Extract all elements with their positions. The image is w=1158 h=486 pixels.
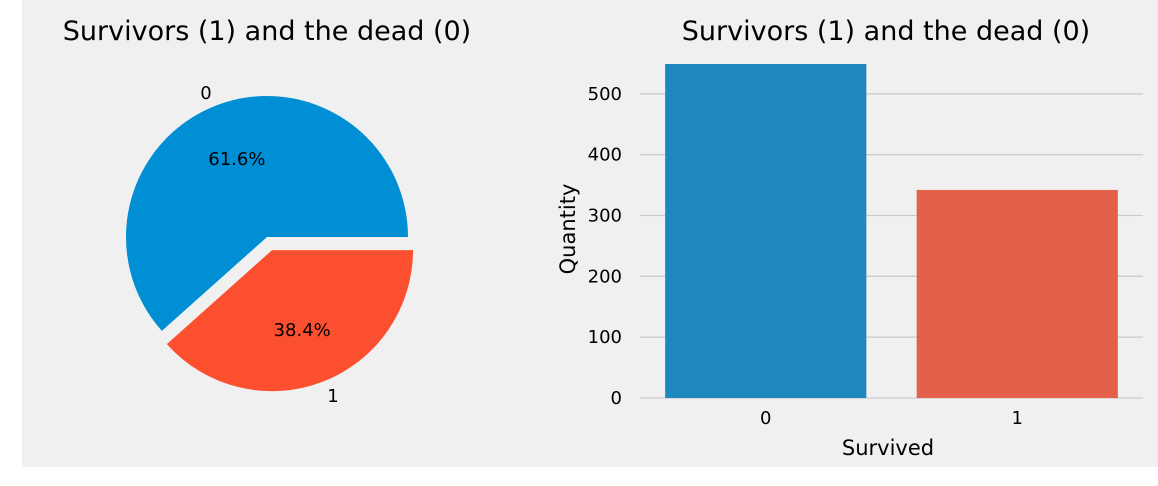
pie-percent-label: 38.4% — [274, 320, 331, 341]
pie-labels: 61.6% 0 38.4% 1 — [200, 83, 338, 407]
pie-chart: Survivors (1) and the dead (0) 61.6% 0 38.… — [63, 16, 471, 407]
bars — [665, 64, 1118, 398]
bar-title: Survivors (1) and the dead (0) — [682, 16, 1090, 47]
pie-category-label: 0 — [200, 83, 211, 104]
pie-slice-1 — [166, 250, 414, 392]
y-tick-label: 200 — [588, 266, 622, 287]
y-axis-label: Quantity — [556, 184, 580, 275]
y-tick-label: 100 — [588, 327, 622, 348]
x-tick-label: 0 — [760, 408, 771, 429]
y-tick-labels: 0 100 200 300 400 500 — [588, 84, 622, 409]
pie-slice-0 — [125, 95, 408, 331]
pie-percent-label: 61.6% — [208, 149, 265, 170]
y-tick-label: 0 — [611, 388, 622, 409]
bar-chart: Survivors (1) and the dead (0) 010020030… — [556, 16, 1143, 460]
pie-category-label: 1 — [327, 386, 338, 407]
bar-1 — [916, 189, 1118, 398]
bar-0 — [665, 64, 867, 398]
y-tick-label: 300 — [588, 205, 622, 226]
x-tick-label: 1 — [1012, 408, 1023, 429]
pie-title: Survivors (1) and the dead (0) — [63, 16, 471, 47]
y-tick-label: 400 — [588, 145, 622, 166]
pie-slices — [125, 95, 414, 392]
x-axis-label: Survived — [842, 436, 934, 460]
y-tick-label: 500 — [588, 84, 622, 105]
